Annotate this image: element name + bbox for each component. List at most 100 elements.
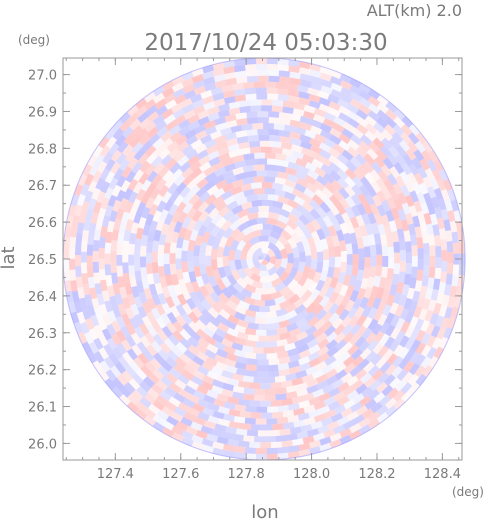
radar-cell <box>315 262 324 274</box>
radar-cell <box>168 367 181 379</box>
radar-cell <box>172 329 184 342</box>
radar-cell <box>113 218 122 231</box>
radar-cell <box>387 246 395 258</box>
radar-cell <box>363 153 376 166</box>
radar-cell <box>281 380 293 388</box>
radar-cell <box>177 402 191 413</box>
radar-cell <box>255 353 267 360</box>
radar-cell <box>298 399 311 409</box>
radar-cell <box>194 319 207 332</box>
radar-cell <box>297 343 310 354</box>
radar-cell <box>320 78 333 89</box>
radar-cell <box>371 369 384 382</box>
radar-cell <box>412 290 421 303</box>
radar-cell <box>259 253 265 259</box>
radar-cell <box>332 143 345 155</box>
radar-cell <box>93 337 104 351</box>
radar-cell <box>387 257 395 269</box>
radar-cell <box>279 117 291 126</box>
radar-cell <box>413 172 425 185</box>
radar-cell <box>336 161 349 173</box>
radar-cell <box>75 244 82 256</box>
radar-cell <box>139 396 152 409</box>
radar-cell <box>140 140 153 153</box>
y-tick-label: 26.7 <box>28 179 57 194</box>
radar-cell <box>374 213 384 226</box>
radar-cell <box>404 337 415 351</box>
radar-cell <box>256 193 268 201</box>
radar-cell <box>277 404 290 413</box>
radar-cell <box>355 214 365 227</box>
radar-cell <box>285 155 298 164</box>
radar-cell <box>382 304 392 317</box>
radar-cell <box>338 140 351 152</box>
radar-cell <box>88 163 100 177</box>
radar-cell <box>256 158 268 165</box>
radar-cell <box>272 224 284 235</box>
radar-cell <box>282 184 294 194</box>
radar-cell <box>420 202 430 215</box>
radar-cell <box>273 123 285 131</box>
radar-cell <box>411 245 418 257</box>
radar-cell <box>234 305 247 315</box>
radar-cell <box>173 114 187 126</box>
radar-cell <box>352 297 363 310</box>
radar-cell <box>210 259 218 271</box>
radar-cell <box>397 192 408 205</box>
radar-cell <box>373 233 382 245</box>
radar-cell <box>126 293 136 306</box>
radar-cell <box>403 273 412 286</box>
radar-cell <box>112 127 125 141</box>
radar-cell <box>339 261 347 273</box>
radar-cell <box>398 139 411 152</box>
radar-cell <box>438 228 447 240</box>
radar-cell <box>104 264 112 276</box>
radar-cell <box>375 243 383 255</box>
radar-cell <box>171 168 184 181</box>
radar-cell <box>290 207 303 219</box>
radar-cell <box>443 326 453 340</box>
radar-cell <box>265 286 277 295</box>
radar-cell <box>356 314 367 327</box>
radar-cell <box>104 171 116 184</box>
radar-cell <box>105 136 118 149</box>
radar-cell <box>263 347 275 354</box>
radar-cell <box>345 284 355 297</box>
radar-cell <box>155 105 168 117</box>
radar-cell <box>296 286 308 299</box>
radar-cell <box>146 241 154 253</box>
radar-cell <box>349 232 358 245</box>
radar-cell <box>351 264 359 276</box>
radar-cell <box>152 137 165 150</box>
radar-cell <box>314 188 327 200</box>
radar-cell <box>415 353 426 367</box>
radar-cell <box>119 112 132 124</box>
radar-cell <box>344 299 355 312</box>
radar-cell <box>313 180 326 192</box>
radar-cell <box>299 73 312 82</box>
radar-cell <box>88 222 97 235</box>
radar-cell <box>146 273 155 285</box>
radar-cell <box>223 90 235 99</box>
radar-cell <box>311 158 324 169</box>
radar-cell <box>349 91 363 103</box>
radar-cell <box>215 200 228 212</box>
radar-cell <box>357 164 369 176</box>
radar-cell <box>268 211 280 220</box>
radar-cell <box>258 264 268 271</box>
radar-cell <box>146 311 157 324</box>
radar-cell <box>173 88 186 99</box>
radar-cell <box>64 226 72 238</box>
radar-cell <box>198 155 211 166</box>
radar-cell <box>283 290 296 301</box>
radar-cell <box>355 146 368 158</box>
radar-cell <box>122 251 129 263</box>
radar-cell <box>455 285 464 298</box>
radar-cell <box>210 248 218 260</box>
radar-cell <box>157 329 169 342</box>
y-tick-label: 27.0 <box>28 69 57 84</box>
radar-cell <box>323 276 333 289</box>
radar-cell <box>109 210 118 223</box>
radar-cell <box>277 234 289 247</box>
radar-cell <box>394 217 403 230</box>
